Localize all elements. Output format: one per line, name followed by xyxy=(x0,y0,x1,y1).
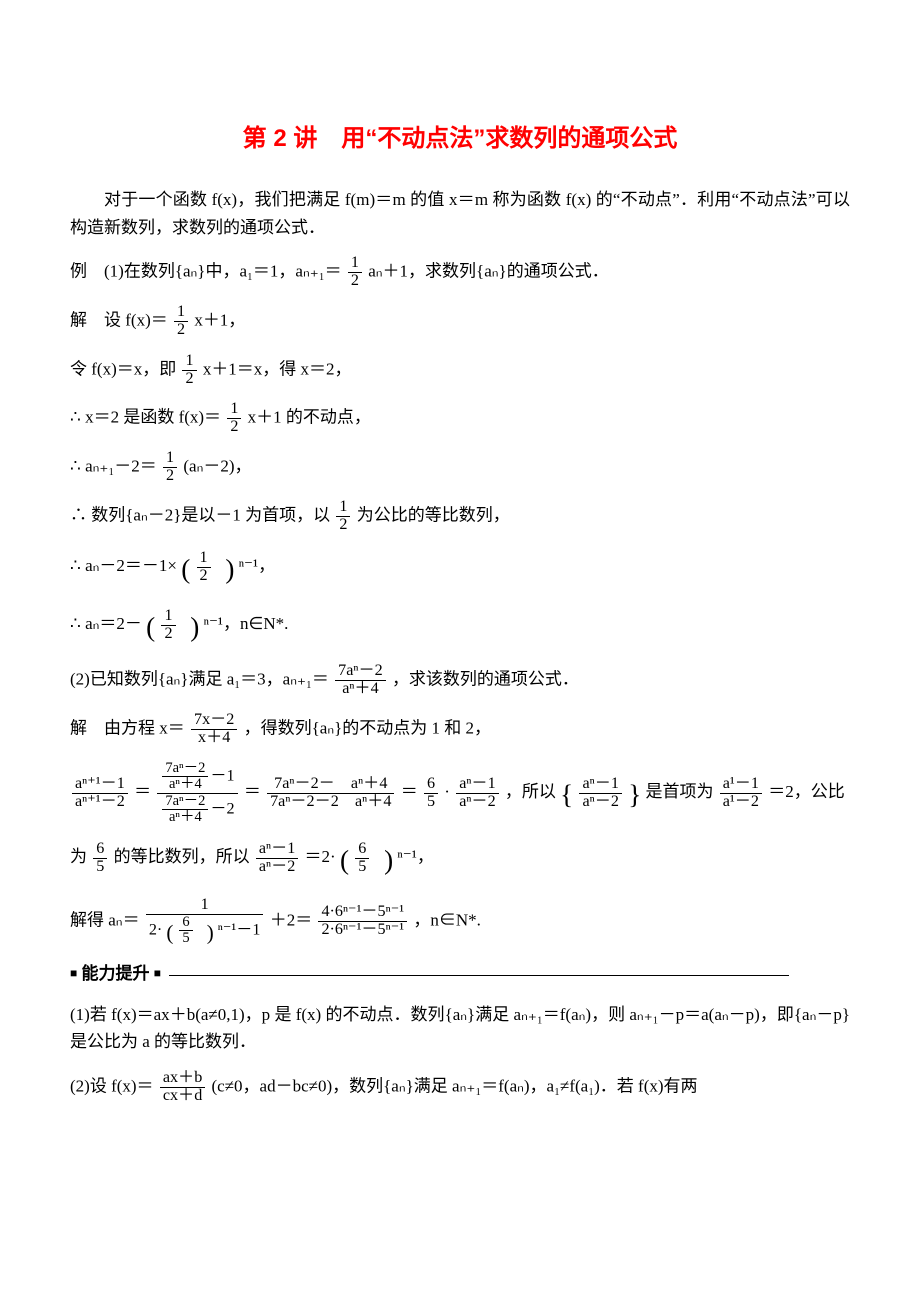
frac-half-icon: 1 2 xyxy=(174,304,188,339)
example2-statement: (2)已知数列{aₙ}满足 a₁＝3，aₙ₊₁＝ 7aⁿ－2 aⁿ＋4 ，求该数… xyxy=(70,663,850,698)
ex1-head: 例 (1)在数列{aₙ}中，a₁＝1，aₙ₊₁＝ xyxy=(70,261,342,280)
solution1-an-minus-2: ∴ aₙ－2＝－1× ( 1 2 ) ⁿ⁻¹， xyxy=(70,548,850,592)
frac-half-icon: 1 2 xyxy=(336,499,350,534)
section-header-row: ■ 能力提升 ■ xyxy=(70,960,850,987)
solution2-eq: 解 由方程 x＝ 7x－2 x＋4 ，得数列{aₙ}的不动点为 1 和 2， xyxy=(70,712,850,747)
page-title: 第 2 讲 用“不动点法”求数列的通项公式 xyxy=(70,120,850,158)
intro-paragraph: 对于一个函数 f(x)，我们把满足 f(m)＝m 的值 x＝m 称为函数 f(x… xyxy=(70,186,850,240)
solution1-recursion: ∴ aₙ₊₁－2＝ 1 2 (aₙ－2)， xyxy=(70,450,850,485)
frac-six-fifth-icon: 6 5 xyxy=(424,776,438,811)
frac-half-icon: 1 2 xyxy=(161,608,175,643)
frac-7an-icon: 7aⁿ－2 aⁿ＋4 xyxy=(335,663,386,698)
frac-six-fifth-icon: 6 5 xyxy=(93,841,107,876)
solution1-geometric: ∴ 数列{aₙ－2}是以－1 为首项，以 1 2 为公比的等比数列， xyxy=(70,499,850,534)
example1-statement: 例 (1)在数列{aₙ}中，a₁＝1，aₙ₊₁＝ 1 2 aₙ＋1，求数列{aₙ… xyxy=(70,255,850,290)
rparen-icon: ) xyxy=(190,612,199,642)
square-icon: ■ xyxy=(70,966,77,980)
frac-an-ratio-icon: aⁿ－1 aⁿ－2 xyxy=(256,841,298,876)
document-page: 第 2 讲 用“不动点法”求数列的通项公式 对于一个函数 f(x)，我们把满足 … xyxy=(0,0,920,1302)
frac-half-icon: 1 2 xyxy=(348,255,362,290)
frac-mid-icon: 7aⁿ－2－ aⁿ＋4 7aⁿ－2－2 aⁿ＋4 xyxy=(267,776,394,811)
frac-recip-icon: 1 2· ( 6 5 ) ⁿ⁻¹－1 xyxy=(146,897,264,946)
solution2-final: 解得 aₙ＝ 1 2· ( 6 5 ) ⁿ⁻¹－1 ＋2＝ 4·6ⁿ⁻¹－5ⁿ⁻… xyxy=(70,897,850,946)
frac-7x-icon: 7x－2 x＋4 xyxy=(191,712,237,747)
solution1-an: ∴ aₙ＝2－ ( 1 2 ) ⁿ⁻¹，n∈N*. xyxy=(70,606,850,650)
rparen-icon: ) xyxy=(225,554,234,584)
extension-1: (1)若 f(x)＝ax＋b(a≠0,1)，p 是 f(x) 的不动点．数列{a… xyxy=(70,1001,850,1055)
solution2-ratio-line: 为 6 5 的等比数列，所以 aⁿ－1 aⁿ－2 ＝2· ( 6 5 ) ⁿ⁻¹… xyxy=(70,839,850,883)
frac-half-icon: 1 2 xyxy=(163,450,177,485)
solution1-fixedpoint: ∴ x＝2 是函数 f(x)＝ 1 2 x＋1 的不动点， xyxy=(70,401,850,436)
square-icon: ■ xyxy=(154,966,161,980)
rbrace-icon: } xyxy=(628,780,641,810)
rparen-icon: ) xyxy=(207,920,214,944)
solution1-let: 令 f(x)＝x，即 1 2 x＋1＝x，得 x＝2， xyxy=(70,353,850,388)
frac-half-icon: 1 2 xyxy=(227,401,241,436)
frac-final-icon: 4·6ⁿ⁻¹－5ⁿ⁻¹ 2·6ⁿ⁻¹－5ⁿ⁻¹ xyxy=(318,904,407,939)
frac-anp1-icon: aⁿ⁺¹－1 aⁿ⁺¹－2 xyxy=(72,776,128,811)
lparen-icon: ( xyxy=(340,845,349,875)
rule-line-icon xyxy=(169,975,789,976)
section-header-label: 能力提升 xyxy=(82,964,150,983)
lbrace-icon: { xyxy=(560,780,573,810)
lparen-icon: ( xyxy=(146,612,155,642)
solution2-bigeq: aⁿ⁺¹－1 aⁿ⁺¹－2 ＝ 7aⁿ－2 aⁿ＋4 －1 7aⁿ－2 aⁿ＋4… xyxy=(70,761,850,825)
frac-axb-icon: ax＋b cx＋d xyxy=(160,1070,205,1105)
frac-half-icon: 1 2 xyxy=(197,550,211,585)
frac-a1-ratio-icon: a¹－1 a¹－2 xyxy=(720,776,762,811)
solution1-def: 解 设 f(x)＝ 1 2 x＋1， xyxy=(70,304,850,339)
ex1-tail: aₙ＋1，求数列{aₙ}的通项公式． xyxy=(368,261,608,280)
frac-an-ratio-icon: aⁿ－1 aⁿ－2 xyxy=(456,776,498,811)
extension-2: (2)设 f(x)＝ ax＋b cx＋d (c≠0，ad－bc≠0)，数列{aₙ… xyxy=(70,1070,850,1105)
frac-six-fifth-icon: 6 5 xyxy=(355,841,369,876)
frac-half-icon: 1 2 xyxy=(182,353,196,388)
frac-complex-icon: 7aⁿ－2 aⁿ＋4 －1 7aⁿ－2 aⁿ＋4 －2 xyxy=(157,761,237,825)
frac-an-ratio-icon: aⁿ－1 aⁿ－2 xyxy=(579,776,621,811)
lparen-icon: ( xyxy=(166,920,173,944)
lparen-icon: ( xyxy=(181,554,190,584)
rparen-icon: ) xyxy=(384,845,393,875)
